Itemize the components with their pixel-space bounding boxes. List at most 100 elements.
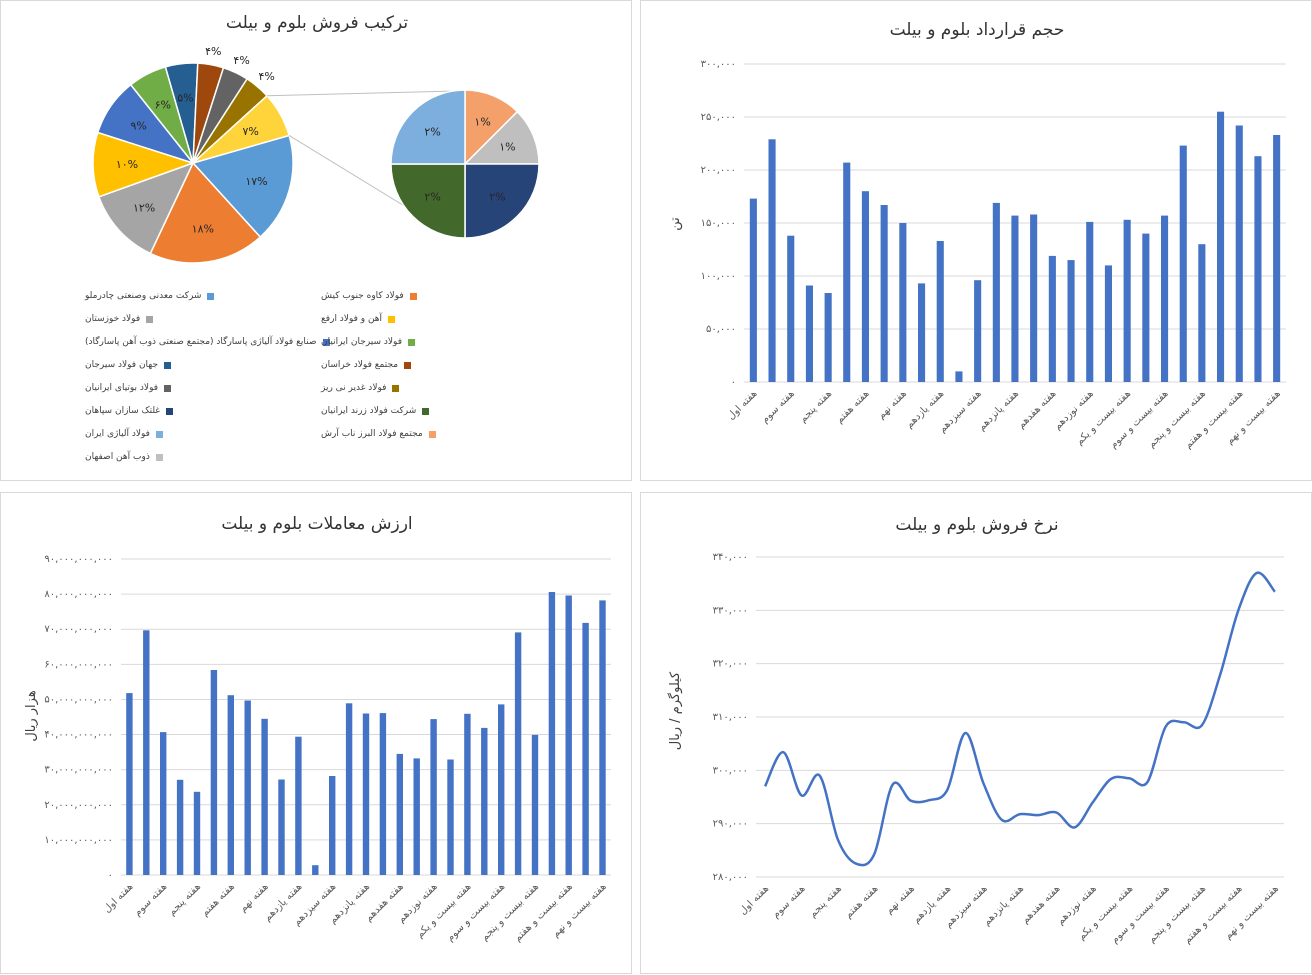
secondary-pie-slice-label-4: ۲% (424, 126, 440, 139)
bar (160, 732, 166, 875)
bar (532, 735, 538, 875)
legend-swatch (392, 385, 399, 392)
bar (397, 754, 403, 875)
y-tick-label: ۱۰,۰۰۰,۰۰۰,۰۰۰ (44, 835, 113, 846)
bar (261, 719, 267, 875)
y-tick-label: ۲۰,۰۰۰,۰۰۰,۰۰۰ (44, 800, 113, 811)
legend-swatch (207, 293, 214, 300)
rate-gridlines: ۲۸۰,۰۰۰۲۹۰,۰۰۰۳۰۰,۰۰۰۳۱۰,۰۰۰۳۲۰,۰۰۰۳۳۰,۰… (713, 552, 1284, 883)
rate-series-line (765, 573, 1275, 866)
main-pie-slice-label-4: ۹% (131, 120, 147, 133)
bar (1236, 126, 1243, 383)
y-tick-label: ۴۰,۰۰۰,۰۰۰,۰۰۰ (44, 730, 113, 741)
y-tick-label: ۳۳۰,۰۰۰ (713, 605, 748, 616)
bar (862, 191, 869, 382)
legend-item: صنایع فولاد آلیاژی پاسارگاد (مجتمع صنعتی… (85, 337, 330, 347)
legend-label: آهن و فولاد ارفع (321, 314, 382, 324)
main-pie-slice-label-2: ۱۲% (133, 201, 155, 214)
legend-item: شرکت فولاد زرند ایرانیان (321, 406, 429, 416)
main-pie: ۱۷%۱۸%۱۲%۱۰%۹%۶%۵%۴%۴%۴%۷% (93, 45, 293, 263)
legend-label: شرکت فولاد زرند ایرانیان (321, 406, 416, 416)
x-category-label: هفته سوم (132, 881, 169, 918)
y-tick-label: ۳۲۰,۰۰۰ (713, 659, 748, 670)
legend-item: مجتمع فولاد خراسان (321, 360, 411, 370)
pie-chart-title: ترکیب فروش بلوم و بیلت (226, 13, 408, 33)
bar (993, 203, 1000, 382)
x-category-label: هفته پانزدهم (976, 388, 1021, 433)
secondary-pie: ۱%۱%۲%۲%۲% (391, 90, 539, 238)
bar (1217, 112, 1224, 382)
secondary-pie-slice-label-3: ۲% (424, 190, 440, 203)
legend-swatch (156, 454, 163, 461)
legend-swatch (429, 431, 436, 438)
bar (566, 596, 572, 876)
x-category-label: هفته هفتم (834, 388, 871, 425)
bar (843, 163, 850, 382)
bar (787, 236, 794, 382)
y-tick-label: ۳۰۰,۰۰۰ (713, 765, 748, 776)
bar (498, 704, 504, 875)
bar (464, 714, 470, 875)
x-category-label: هفته سوم (760, 388, 797, 425)
value-chart-title: ارزش معاملات بلوم و بیلت (221, 514, 412, 534)
legend-item: فولاد آلیاژی ایران (85, 429, 163, 439)
main-pie-slice-label-9: ۴% (259, 70, 275, 83)
y-tick-label: ۳۰۰,۰۰۰ (701, 59, 736, 70)
bar (881, 205, 888, 382)
bar (329, 776, 335, 875)
x-category-label: هفته پنجم (807, 883, 844, 920)
legend-swatch (166, 408, 173, 415)
legend-item: فولاد خوزستان (85, 314, 153, 324)
bar (228, 695, 234, 875)
legend-label: فولاد غدیر نی ریز (321, 383, 386, 393)
bar (955, 371, 962, 382)
secondary-pie-slice-label-1: ۱% (499, 140, 515, 153)
legend-label: غلتک سازان سپاهان (85, 406, 160, 416)
main-pie-slice-label-3: ۱۰% (116, 158, 138, 171)
bar (582, 623, 588, 875)
bar (974, 280, 981, 382)
y-tick-label: ۳۴۰,۰۰۰ (713, 552, 748, 563)
legend-swatch (164, 385, 171, 392)
bar (481, 728, 487, 875)
legend-swatch (388, 316, 395, 323)
bar (937, 241, 944, 382)
x-category-label: هفته نهم (884, 883, 917, 916)
bar (1011, 216, 1018, 382)
value-y-axis-label: هزار ریال (24, 690, 39, 741)
bar (1124, 220, 1131, 382)
y-tick-label: ۳۱۰,۰۰۰ (713, 712, 748, 723)
rate-chart-svg: نرخ فروش بلوم و بیلت کیلوگرم / ریال ۲۸۰,… (641, 493, 1312, 975)
x-category-label: هفته اول (726, 388, 760, 422)
x-category-label: هفته بیست و پنجم (479, 881, 541, 943)
bar (1049, 256, 1056, 382)
bar (1180, 146, 1187, 382)
bar (346, 703, 352, 875)
rate-line-series (765, 573, 1275, 866)
rate-y-axis-label: کیلوگرم / ریال (667, 671, 683, 750)
legend-item: فولاد غدیر نی ریز (321, 383, 399, 393)
x-category-label: هفته پنجم (798, 388, 835, 425)
connector-line-top (267, 91, 457, 96)
value-chart-svg: ارزش معاملات بلوم و بیلت هزار ریال ۰۱۰,۰… (1, 493, 633, 975)
y-tick-label: ۱۰۰,۰۰۰ (701, 271, 736, 282)
legend-item: فولاد کاوه جنوب کیش (321, 291, 417, 301)
bar (899, 223, 906, 382)
bar (143, 630, 149, 875)
bar (1030, 215, 1037, 383)
legend-label: فولاد بوتیای ایرانیان (85, 383, 158, 393)
bar (126, 693, 132, 875)
bar (245, 701, 251, 876)
bar (177, 780, 183, 875)
bar (1161, 216, 1168, 382)
bar (312, 865, 318, 875)
volume-y-axis-label: تن (668, 217, 683, 231)
y-tick-label: ۷۰,۰۰۰,۰۰۰,۰۰۰ (44, 624, 113, 635)
x-category-label: هفته هفتم (843, 883, 880, 920)
bar (295, 737, 301, 875)
bar (211, 670, 217, 875)
x-category-label: هفته نهم (238, 881, 271, 914)
legend-label: فولاد خوزستان (85, 314, 140, 324)
bar (599, 600, 605, 875)
